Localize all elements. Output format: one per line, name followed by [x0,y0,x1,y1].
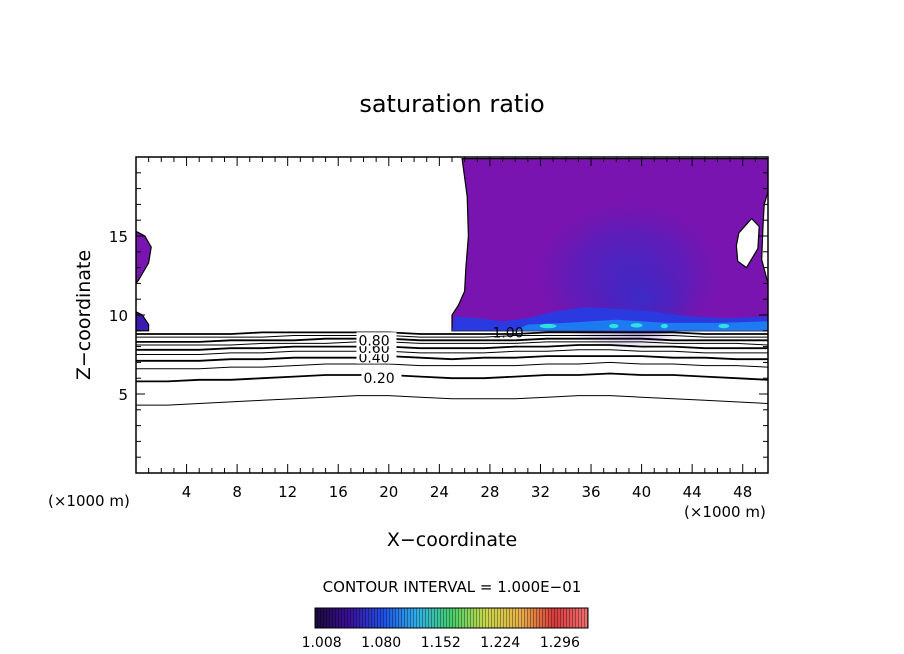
y-tick-label: 10 [109,307,128,325]
contour-line-0.2 [136,372,768,383]
max-speck-4 [718,323,730,329]
colorbar: 1.008 1.080 1.152 1.224 1.296 [302,607,589,651]
contour-line-0.6 [136,344,768,351]
contour-line-0.1 [136,395,768,406]
contour-interval-text: CONTOUR INTERVAL = 1.000E−01 [323,578,582,596]
contour-line-0.9 [136,335,768,338]
contour-label-bg [356,332,397,347]
region-left-upper [136,230,152,285]
x-tick-label: 28 [480,483,499,501]
x-tick-label: 24 [430,483,449,501]
colorbar-tick-label: 1.224 [480,635,520,651]
x-tick-label: 8 [232,483,242,501]
y-tick-label: 5 [118,386,128,404]
x-unit-left: (×1000 m) [48,492,130,510]
x-tick-label: 48 [733,483,752,501]
colorbar-tick-label: 1.008 [302,635,342,651]
x-tick-label: 44 [683,483,702,501]
contour-line-1.0 [136,331,768,335]
x-tick-label: 32 [531,483,550,501]
x-axis-label: X−coordinate [387,529,517,551]
max-speck-3 [660,323,668,329]
contour-line-0.8 [136,337,768,343]
x-tick-label: 16 [329,483,348,501]
x-unit-right: (×1000 m) [684,503,766,521]
contour-line-0.3 [136,361,768,370]
region-left-lower [136,311,150,332]
max-speck-1 [608,323,619,329]
x-tick-label: 20 [379,483,398,501]
colorbar-frame [314,607,589,629]
contour-label: 0.40 [358,351,389,367]
contour-label: 0.20 [364,371,395,387]
colorbar-tick-label: 1.296 [540,635,580,651]
x-tick-label: 4 [182,483,192,501]
contour-label-bg [361,370,402,385]
max-speck-0 [539,323,557,329]
max-speck-2 [630,323,643,328]
contour-line-0.4 [136,355,768,362]
contour-line-0.5 [136,349,768,355]
contour-label: 1.00 [492,325,523,341]
x-tick-label: 40 [632,483,651,501]
contour-line-0.7 [136,341,768,346]
x-tick-label: 12 [278,483,297,501]
chart-title: saturation ratio [359,90,544,118]
colorbar-tick-label: 1.080 [361,635,401,651]
plot-area: 0.200.400.600.80 1.00 4 8 12 16 20 24 28 32 36 40 4… [109,156,769,501]
colorbar-tick-label: 1.152 [421,635,461,651]
x-tick-label: 36 [581,483,600,501]
y-axis-label: Z−coordinate [73,250,95,380]
dry-hole [735,217,760,269]
y-tick-label: 15 [109,228,128,246]
contour-label: 0.80 [358,333,389,349]
colorbar-stripes [315,608,588,628]
